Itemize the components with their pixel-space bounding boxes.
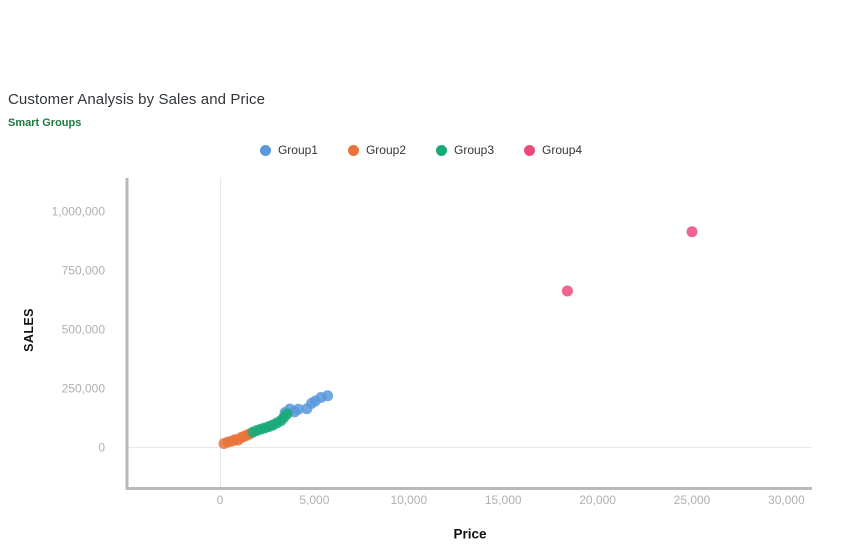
- x-axis-line: [125, 487, 812, 490]
- y-tick-label: 250,000: [62, 382, 106, 396]
- x-tick-label: 0: [217, 493, 224, 507]
- y-axis-line: [125, 178, 129, 490]
- legend-item-group1[interactable]: Group1: [259, 143, 318, 157]
- legend-color-dot-icon: [524, 144, 536, 156]
- x-tick-label: 20,000: [579, 493, 616, 507]
- data-point-group3[interactable]: [281, 408, 293, 420]
- data-point-group4[interactable]: [686, 226, 698, 238]
- legend-label: Group2: [365, 143, 406, 157]
- data-point-group1[interactable]: [322, 390, 334, 402]
- x-axis-title: Price: [453, 526, 487, 542]
- y-tick-label: 750,000: [62, 264, 106, 278]
- legend-item-group4[interactable]: Group4: [524, 143, 582, 157]
- legend-label: Group4: [542, 143, 583, 157]
- legend-label: Group3: [454, 143, 495, 157]
- x-tick-label: 15,000: [485, 493, 522, 507]
- legend-color-dot-icon: [259, 144, 271, 156]
- y-tick-label: 0: [98, 441, 105, 455]
- data-point-group4[interactable]: [561, 285, 573, 297]
- chart-title: Customer Analysis by Sales and Price: [8, 91, 266, 108]
- legend: Group1 Group2 Group3 Group4: [0, 143, 842, 157]
- y-tick-label: 500,000: [62, 323, 106, 337]
- y-axis-title: SALES: [22, 308, 36, 352]
- x-tick-label: 30,000: [768, 493, 805, 507]
- y-tick-label: 1,000,000: [52, 205, 106, 219]
- x-tick-label: 10,000: [390, 493, 427, 507]
- legend-item-group3[interactable]: Group3: [436, 143, 494, 157]
- x-tick-label: 5,000: [299, 493, 329, 507]
- smart-groups-label: Smart Groups: [8, 117, 82, 129]
- legend-label: Group1: [277, 143, 318, 157]
- data-point-group1[interactable]: [292, 403, 304, 415]
- x-tick-label: 25,000: [674, 493, 711, 507]
- legend-color-dot-icon: [436, 144, 447, 156]
- legend-color-dot-icon: [347, 144, 359, 156]
- legend-item-group2[interactable]: Group2: [347, 143, 406, 157]
